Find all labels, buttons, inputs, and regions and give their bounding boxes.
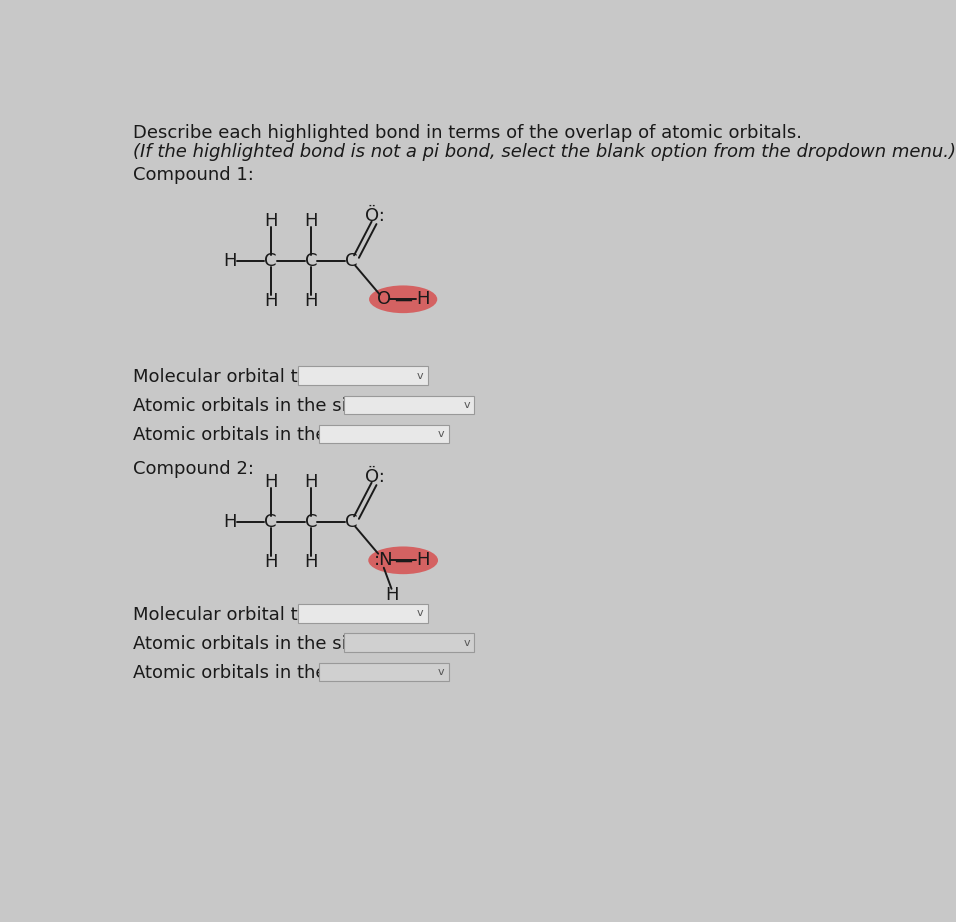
Text: v: v bbox=[463, 638, 469, 648]
Text: H: H bbox=[224, 252, 237, 270]
Text: v: v bbox=[463, 400, 469, 409]
Bar bbox=[297, 366, 428, 384]
Text: C: C bbox=[265, 513, 277, 531]
Text: H: H bbox=[264, 553, 277, 571]
Ellipse shape bbox=[368, 547, 438, 574]
Text: v: v bbox=[417, 609, 424, 619]
Text: Ö:: Ö: bbox=[364, 207, 384, 225]
Text: (If the highlighted bond is not a pi bond, select the blank option from the drop: (If the highlighted bond is not a pi bon… bbox=[134, 143, 956, 161]
Text: H: H bbox=[304, 292, 317, 310]
Text: C: C bbox=[345, 252, 358, 270]
Text: C: C bbox=[305, 513, 317, 531]
Bar bbox=[344, 396, 474, 414]
Bar bbox=[344, 633, 474, 652]
Text: Atomic orbitals in the pi bond:: Atomic orbitals in the pi bond: bbox=[134, 426, 406, 444]
Text: O: O bbox=[377, 290, 391, 308]
Text: C: C bbox=[345, 513, 358, 531]
Text: v: v bbox=[438, 667, 445, 677]
Ellipse shape bbox=[369, 286, 437, 313]
Text: Compound 2:: Compound 2: bbox=[134, 460, 254, 479]
Text: C: C bbox=[305, 252, 317, 270]
Text: Atomic orbitals in the sigma bond:: Atomic orbitals in the sigma bond: bbox=[134, 397, 445, 415]
Text: :N: :N bbox=[374, 551, 394, 569]
Text: v: v bbox=[438, 429, 445, 439]
Text: Atomic orbitals in the sigma bond:: Atomic orbitals in the sigma bond: bbox=[134, 635, 445, 653]
Text: H: H bbox=[224, 513, 237, 531]
Text: H: H bbox=[264, 473, 277, 491]
Text: —: — bbox=[394, 551, 412, 569]
Text: H: H bbox=[304, 212, 317, 230]
Bar bbox=[318, 425, 449, 443]
Text: H: H bbox=[384, 586, 399, 604]
Text: H: H bbox=[304, 553, 317, 571]
Text: H: H bbox=[304, 473, 317, 491]
Text: H: H bbox=[264, 292, 277, 310]
Text: H: H bbox=[264, 212, 277, 230]
Text: Compound 1:: Compound 1: bbox=[134, 166, 254, 184]
Text: Ö:: Ö: bbox=[364, 468, 384, 486]
Text: C: C bbox=[265, 252, 277, 270]
Text: Molecular orbital type:: Molecular orbital type: bbox=[134, 368, 337, 385]
Text: —: — bbox=[394, 290, 412, 308]
Bar bbox=[318, 663, 449, 681]
Text: H: H bbox=[416, 290, 429, 308]
Text: Molecular orbital type:: Molecular orbital type: bbox=[134, 606, 337, 624]
Text: v: v bbox=[417, 371, 424, 381]
Text: Atomic orbitals in the pi bond:: Atomic orbitals in the pi bond: bbox=[134, 664, 406, 682]
Text: Describe each highlighted bond in terms of the overlap of atomic orbitals.: Describe each highlighted bond in terms … bbox=[134, 124, 802, 143]
Bar bbox=[297, 604, 428, 622]
Text: H: H bbox=[416, 551, 429, 569]
